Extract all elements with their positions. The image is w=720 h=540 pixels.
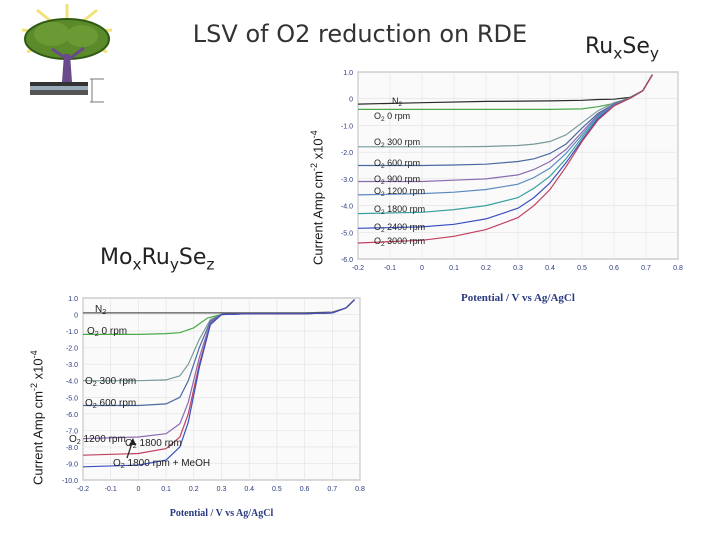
x-tick-label: 0 <box>420 265 424 272</box>
x-tick-label: 0.7 <box>327 486 337 493</box>
x-tick-label: 0.6 <box>300 486 310 493</box>
y-tick-label: -2.0 <box>341 150 353 157</box>
x-tick-label: 0.3 <box>513 265 523 272</box>
x-tick-label: 0.2 <box>481 265 491 272</box>
curve-label: O2 1200 rpm <box>69 434 126 446</box>
curve-label: O2 1800 rpm <box>125 438 182 450</box>
y-tick-label: -5.0 <box>341 230 353 237</box>
arrow-head-icon <box>129 438 136 445</box>
curve-label: O2 1200 rpm <box>374 186 425 198</box>
curve-label: O2 300 rpm <box>85 376 136 388</box>
y-tick-label: 1.0 <box>68 296 78 303</box>
y-tick-label: -4.0 <box>66 379 78 386</box>
y-tick-label: 1.0 <box>343 70 353 77</box>
curve-label: N2 <box>95 304 106 316</box>
y-tick-label: -3.0 <box>341 177 353 184</box>
y-tick-label: -6.0 <box>66 412 78 419</box>
y-tick-label: -1.0 <box>341 123 353 130</box>
curve-label: O2 1800 rpm <box>374 204 425 216</box>
ruxsey-label: RuxSey <box>585 34 659 63</box>
y-tick-label: -9.0 <box>66 461 78 468</box>
y-tick-label: -3.0 <box>66 362 78 369</box>
x-tick-label: 0.8 <box>355 486 365 493</box>
x-tick-label: 0.3 <box>217 486 227 493</box>
curve-label: O2 600 rpm <box>374 158 420 170</box>
y-tick-label: 0 <box>349 97 353 104</box>
x-tick-label: -0.1 <box>384 265 396 272</box>
electrode-icon <box>30 78 104 103</box>
y-tick-label: -7.0 <box>66 428 78 435</box>
ruxsey-lsv-chart: -0.2 -0.1 0 0.1 0.2 0.3 0.4 0.5 0.6 0.7 0.8 1.0 0 -1.… <box>341 70 683 304</box>
y-tick-label: -4.0 <box>341 204 353 211</box>
y-tick-label: -1.0 <box>66 329 78 336</box>
curve-label: O2 1800 rpm + MeOH <box>113 458 210 470</box>
x-tick-label: 0.2 <box>189 486 199 493</box>
x-axis-title: Potential / V vs Ag/AgCl <box>170 508 274 519</box>
curve-label: O2 2400 rpm <box>374 222 425 234</box>
y-tick-label: -6.0 <box>341 257 353 264</box>
curve-label: O2 900 rpm <box>374 174 420 186</box>
x-tick-label: -0.2 <box>77 486 89 493</box>
y-tick-label: 0 <box>74 313 78 320</box>
tree-icon <box>24 18 110 82</box>
x-tick-label: 0.5 <box>272 486 282 493</box>
x-tick-label: 0.1 <box>161 486 171 493</box>
y-tick-label: -10.0 <box>62 478 78 485</box>
tree-logo <box>21 4 113 103</box>
moxruysez-lsv-chart: -0.2 -0.1 0 0.1 0.2 0.3 0.4 0.5 0.6 0.7 0.8 1.0 0 -1.… <box>62 296 365 519</box>
x-tick-label: 0.4 <box>244 486 254 493</box>
moxruysez-label: MoxRuySez <box>100 245 215 274</box>
x-tick-label: 0.6 <box>609 265 619 272</box>
x-tick-label: -0.2 <box>352 265 364 272</box>
curve-label: O2 0 rpm <box>87 326 127 338</box>
x-tick-label: 0.7 <box>641 265 651 272</box>
x-tick-label: 0 <box>136 486 140 493</box>
curve-label: O2 600 rpm <box>85 398 136 410</box>
x-tick-label: 0.4 <box>545 265 555 272</box>
x-tick-label: 0.8 <box>673 265 683 272</box>
y-tick-label: -2.0 <box>66 346 78 353</box>
series-line <box>357 74 653 244</box>
bottom-chart-ylabel: Current Amp cm-2 x10-4 <box>29 350 46 485</box>
series-line <box>82 299 355 468</box>
slide-title: LSV of O2 reduction on RDE <box>192 20 528 48</box>
x-tick-label: 0.1 <box>449 265 459 272</box>
curve-label: O2 300 rpm <box>374 137 420 149</box>
x-axis-title: Potential / V vs Ag/AgCl <box>461 292 575 304</box>
curve-label: O2 3000 rpm <box>374 236 425 248</box>
y-tick-label: -5.0 <box>66 395 78 402</box>
y-tick-label: -8.0 <box>66 445 78 452</box>
x-tick-label: 0.5 <box>577 265 587 272</box>
curve-label: N2 <box>392 96 403 108</box>
x-tick-label: -0.1 <box>105 486 117 493</box>
curve-label: O2 0 rpm <box>374 111 410 123</box>
